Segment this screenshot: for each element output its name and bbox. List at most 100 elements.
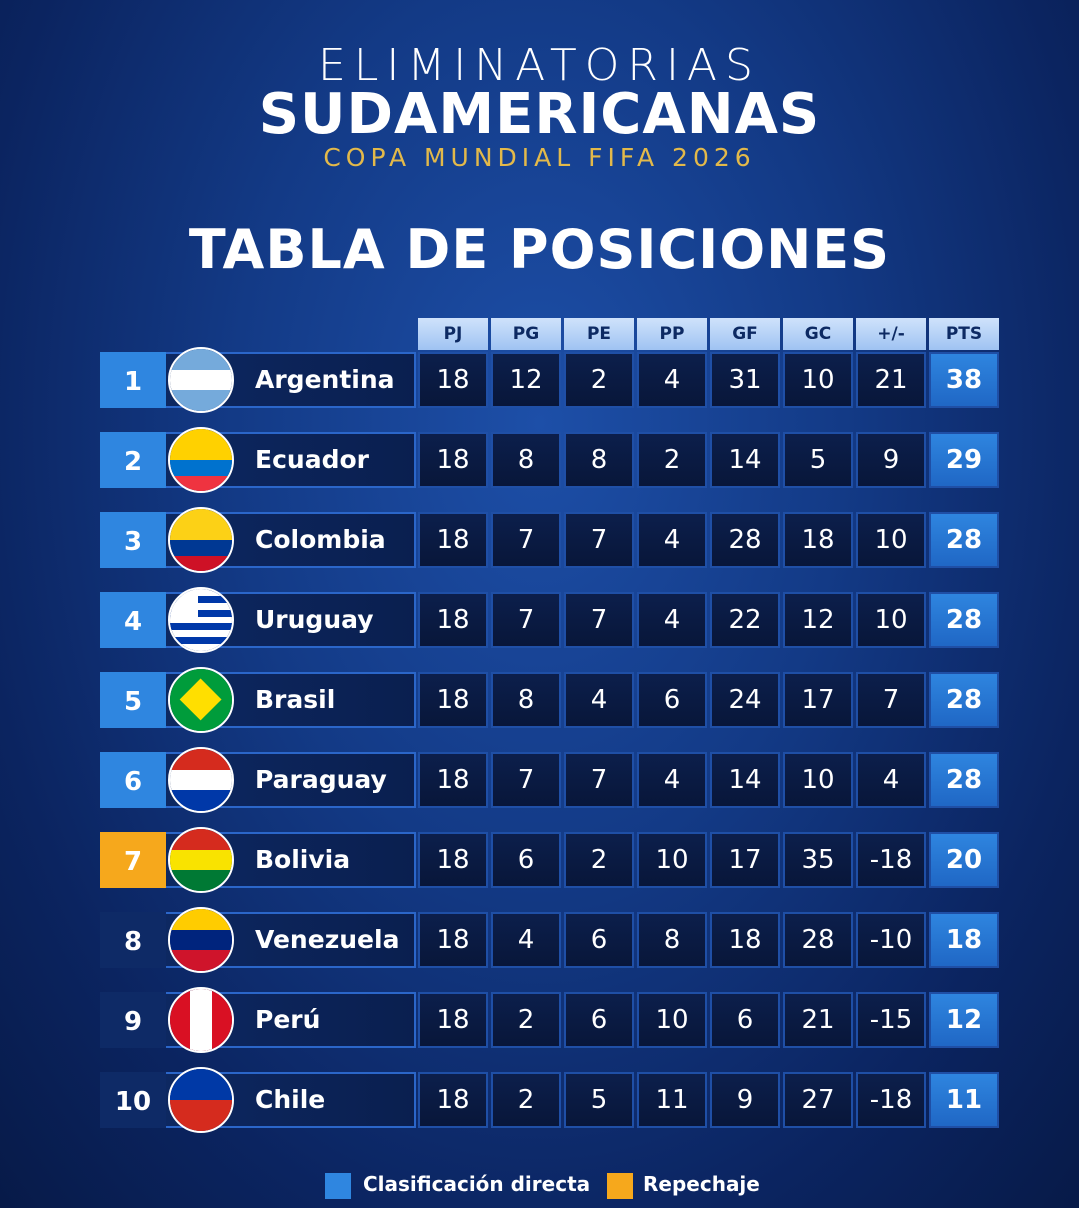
team-name: Ecuador bbox=[255, 445, 369, 474]
flag-stripe bbox=[170, 555, 232, 571]
header-subtitle: COPA MUNDIAL FIFA 2026 bbox=[323, 143, 756, 172]
stat-cell: 8 bbox=[491, 432, 561, 488]
stat-cell: 24 bbox=[710, 672, 780, 728]
legend-label: Repechaje bbox=[643, 1172, 760, 1196]
stat-cell: -15 bbox=[856, 992, 926, 1048]
team-name: Paraguay bbox=[255, 765, 387, 794]
stat-cell: 7 bbox=[856, 672, 926, 728]
stat-cell: 18 bbox=[783, 512, 853, 568]
flag-stripe bbox=[170, 849, 232, 871]
stat-cell: -10 bbox=[856, 912, 926, 968]
stat-cell: -18 bbox=[856, 832, 926, 888]
stat-cell: 29 bbox=[929, 432, 999, 488]
flag bbox=[168, 427, 234, 493]
position: 8 bbox=[100, 912, 166, 968]
stat-cell: 17 bbox=[710, 832, 780, 888]
position: 7 bbox=[100, 832, 166, 888]
stat-cell: 4 bbox=[637, 512, 707, 568]
flag-stripe bbox=[170, 769, 232, 791]
stat-cell: 8 bbox=[637, 912, 707, 968]
stat-cell: 28 bbox=[929, 752, 999, 808]
flag-stripe bbox=[170, 589, 232, 596]
stat-cell: 4 bbox=[491, 912, 561, 968]
stat-cell: 10 bbox=[637, 992, 707, 1048]
flag-stripe bbox=[170, 595, 232, 603]
flag-stripe bbox=[170, 829, 232, 850]
stat-cell: 7 bbox=[564, 512, 634, 568]
flag-stripe bbox=[170, 630, 232, 638]
team-name: Uruguay bbox=[255, 605, 374, 634]
flag-band bbox=[190, 989, 212, 1051]
stat-cell: 28 bbox=[929, 592, 999, 648]
position: 5 bbox=[100, 672, 166, 728]
position: 3 bbox=[100, 512, 166, 568]
stat-cell: 11 bbox=[637, 1072, 707, 1128]
stat-cell: 21 bbox=[783, 992, 853, 1048]
team-name: Brasil bbox=[255, 685, 336, 714]
stat-cell: 18 bbox=[418, 352, 488, 408]
column-header: GF bbox=[710, 318, 780, 350]
stat-cell: 12 bbox=[929, 992, 999, 1048]
stat-cell: 18 bbox=[418, 1072, 488, 1128]
column-header: PP bbox=[637, 318, 707, 350]
stat-cell: 10 bbox=[637, 832, 707, 888]
flag-stripe bbox=[170, 460, 232, 476]
stat-cell: 6 bbox=[564, 992, 634, 1048]
flag-stripe bbox=[170, 475, 232, 491]
column-header: PG bbox=[491, 318, 561, 350]
stat-cell: 4 bbox=[637, 592, 707, 648]
flag-stripe bbox=[170, 509, 232, 540]
flag-canton bbox=[170, 1069, 198, 1100]
flag bbox=[168, 987, 234, 1053]
stat-cell: 18 bbox=[418, 752, 488, 808]
flag-stripe bbox=[170, 390, 232, 411]
team-name: Perú bbox=[255, 1005, 321, 1034]
stat-cell: -18 bbox=[856, 1072, 926, 1128]
stat-cell: 4 bbox=[637, 352, 707, 408]
flag-stripe bbox=[170, 623, 232, 631]
stat-cell: 2 bbox=[564, 832, 634, 888]
flag-stripe bbox=[170, 749, 232, 770]
position: 1 bbox=[100, 352, 166, 408]
flag-stripe bbox=[170, 790, 232, 811]
flag bbox=[168, 587, 234, 653]
stat-cell: 20 bbox=[929, 832, 999, 888]
stat-cell: 31 bbox=[710, 352, 780, 408]
stat-cell: 10 bbox=[783, 352, 853, 408]
stat-cell: 12 bbox=[491, 352, 561, 408]
position: 9 bbox=[100, 992, 166, 1048]
stat-cell: 22 bbox=[710, 592, 780, 648]
flag-canton bbox=[170, 589, 198, 617]
stat-cell: 18 bbox=[418, 512, 488, 568]
flag-stripe bbox=[170, 1100, 232, 1131]
stat-cell: 4 bbox=[564, 672, 634, 728]
column-header: PTS bbox=[929, 318, 999, 350]
legend-swatch bbox=[325, 1173, 351, 1199]
flag-stripe bbox=[170, 909, 232, 930]
team-name: Venezuela bbox=[255, 925, 400, 954]
stat-cell: 18 bbox=[929, 912, 999, 968]
stat-cell: 9 bbox=[856, 432, 926, 488]
stat-cell: 7 bbox=[564, 592, 634, 648]
position: 10 bbox=[100, 1072, 166, 1128]
stat-cell: 4 bbox=[637, 752, 707, 808]
column-header: +/- bbox=[856, 318, 926, 350]
flag-stripe bbox=[170, 609, 232, 617]
stat-cell: 12 bbox=[783, 592, 853, 648]
stat-cell: 18 bbox=[418, 672, 488, 728]
header-line: SUDAMERICANAS bbox=[258, 82, 821, 147]
stat-cell: 10 bbox=[856, 512, 926, 568]
flag-stripe bbox=[170, 369, 232, 391]
stat-cell: 5 bbox=[564, 1072, 634, 1128]
flag bbox=[168, 347, 234, 413]
column-header: GC bbox=[783, 318, 853, 350]
stat-cell: 21 bbox=[856, 352, 926, 408]
stat-cell: 6 bbox=[564, 912, 634, 968]
flag bbox=[168, 667, 234, 733]
stat-cell: 18 bbox=[418, 912, 488, 968]
team-name: Bolivia bbox=[255, 845, 351, 874]
column-header: PE bbox=[564, 318, 634, 350]
stat-cell: 28 bbox=[929, 672, 999, 728]
legend-label: Clasificación directa bbox=[363, 1172, 591, 1196]
